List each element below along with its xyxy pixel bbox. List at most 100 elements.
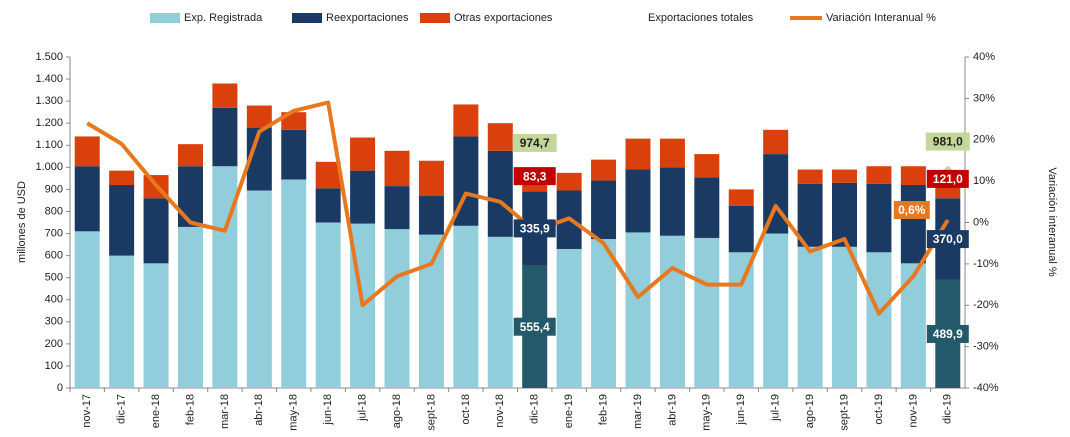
data-label: 335,9: [520, 222, 550, 236]
bar-segment: [212, 107, 238, 167]
y-tick-label: 800: [45, 205, 63, 217]
bar-segment: [763, 233, 789, 388]
bar-segment: [177, 144, 203, 167]
bar-segment: [728, 252, 754, 388]
y-tick-label: 400: [45, 294, 63, 306]
legend-swatch: [150, 13, 180, 23]
x-tick-label: nov-19: [907, 394, 919, 428]
bar-segment: [625, 138, 651, 170]
y2-tick-label: -20%: [973, 299, 999, 311]
x-tick-label: jul-19: [770, 394, 782, 422]
data-label-box: [513, 317, 556, 336]
bar-segment: [487, 236, 513, 388]
bar-segment: [281, 129, 307, 180]
bar-segment: [900, 166, 926, 185]
data-label: 83,3: [523, 169, 547, 183]
bar-segment: [418, 196, 444, 235]
x-tick-label: ene-19: [563, 394, 575, 428]
x-tick-label: may-19: [701, 394, 713, 431]
bar-segment: [832, 169, 858, 183]
x-tick-label: oct-19: [873, 394, 885, 425]
line-label: 0,6%: [898, 203, 926, 217]
bar-segment: [212, 83, 238, 108]
x-tick-label: mar-19: [632, 394, 644, 429]
bar-segment: [866, 183, 892, 253]
y-tick-label: 1.200: [35, 117, 63, 129]
y2-tick-label: -30%: [973, 341, 999, 353]
y2-tick-label: 40%: [973, 51, 995, 63]
bar-segment: [453, 225, 479, 388]
y2-tick-label: 0%: [973, 216, 989, 228]
bar-segment: [866, 166, 892, 184]
bar-segment: [625, 169, 651, 233]
y-tick-label: 300: [45, 316, 63, 328]
x-tick-label: abr-19: [666, 394, 678, 426]
bar-segment: [109, 170, 135, 185]
bar-segment: [315, 222, 341, 388]
data-label-box: [926, 230, 969, 249]
legend-label: Reexportaciones: [326, 12, 409, 24]
bar-segment: [900, 184, 926, 264]
bar-segment: [694, 237, 720, 388]
x-tick-label: may-18: [288, 394, 300, 431]
bar-segment: [281, 179, 307, 388]
x-tick-label: dic-19: [942, 394, 954, 424]
y2-tick-label: 20%: [973, 134, 995, 146]
y-tick-label: 1.000: [35, 161, 63, 173]
bar-segment: [109, 255, 135, 388]
x-tick-label: abr-18: [253, 394, 265, 426]
x-tick-label: dic-17: [116, 394, 128, 424]
bar-segment: [625, 232, 651, 388]
y-tick-label: 1.300: [35, 95, 63, 107]
bar-segment: [418, 234, 444, 388]
data-label-box: [926, 324, 969, 343]
data-label-box: [926, 169, 969, 188]
data-label-box: [513, 167, 556, 186]
bar-segment: [350, 137, 376, 171]
bar-segment: [384, 186, 410, 230]
bar-segment: [694, 177, 720, 238]
bar-segment: [763, 129, 789, 155]
x-tick-label: mar-18: [219, 394, 231, 429]
bar-segment: [384, 150, 410, 187]
y-tick-label: 900: [45, 183, 63, 195]
bar-segment: [418, 160, 444, 197]
x-tick-label: jun-19: [735, 394, 747, 426]
bar-segment: [315, 188, 341, 223]
legend-swatch: [292, 13, 322, 23]
x-tick-label: ago-19: [804, 394, 816, 428]
x-tick-label: oct-18: [460, 394, 472, 425]
bar-segment: [143, 263, 169, 388]
bar-segment: [832, 246, 858, 388]
total-label-box: [925, 132, 970, 151]
y2-axis-label: Variación interanual %: [1046, 167, 1058, 276]
y-tick-label: 500: [45, 272, 63, 284]
y2-tick-label: -10%: [973, 258, 999, 270]
bar-segment: [74, 231, 100, 388]
legend-label: Variación Interanual %: [826, 12, 936, 24]
bar-segment: [797, 169, 823, 184]
bar-segment: [694, 154, 720, 178]
bar-segment: [246, 190, 272, 388]
x-tick-label: jul-18: [357, 394, 369, 422]
y-tick-label: 1.500: [35, 51, 63, 63]
bar-segment: [591, 159, 617, 181]
bar-segment: [728, 189, 754, 206]
bar-segment: [487, 150, 513, 237]
y-tick-label: 200: [45, 338, 63, 350]
legend-label: Exp. Registrada: [184, 12, 263, 24]
bar-segment: [832, 182, 858, 247]
y-tick-label: 0: [57, 382, 63, 394]
y2-tick-label: 30%: [973, 92, 995, 104]
x-tick-label: feb-19: [597, 394, 609, 425]
bar-segment: [797, 183, 823, 247]
y-tick-label: 1.100: [35, 139, 63, 151]
bar-segment: [177, 166, 203, 227]
total-label: 974,7: [520, 136, 550, 150]
line-label-box: [893, 201, 930, 220]
y-tick-label: 100: [45, 360, 63, 372]
x-tick-label: sept-19: [838, 394, 850, 431]
bar-segment: [659, 235, 685, 388]
bar-segment: [591, 239, 617, 388]
